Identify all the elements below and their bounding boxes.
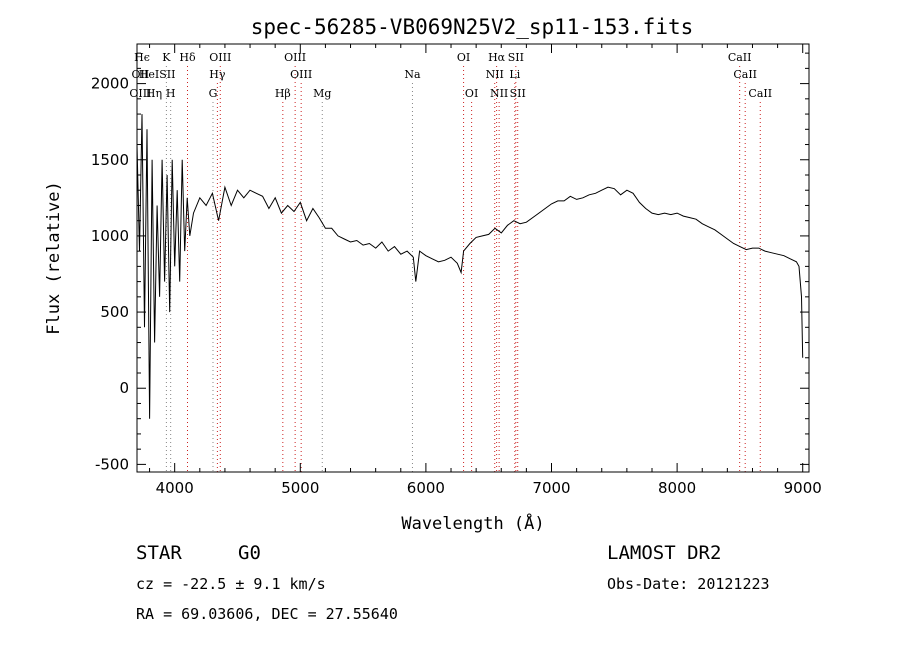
line-marker-label: NII	[486, 68, 504, 81]
x-tick-label: 4000	[156, 479, 194, 497]
line-marker-label: Mg	[313, 87, 331, 100]
spectrum-line	[136, 114, 804, 419]
survey-name: LAMOST DR2	[607, 542, 721, 564]
line-marker-label: OI	[457, 51, 470, 64]
line-marker-label: H	[166, 87, 176, 100]
line-marker-label: OII	[132, 68, 150, 81]
observation-date: Obs-Date: 20121223	[607, 575, 770, 593]
line-marker-label: OIII	[129, 87, 151, 100]
sky-coordinates: RA = 69.03606, DEC = 27.55640	[136, 605, 398, 623]
y-tick-label: 1500	[91, 151, 129, 169]
line-marker-label: CaII	[733, 68, 757, 81]
line-marker-label: HeISII	[139, 68, 176, 81]
y-tick-label: 0	[119, 379, 129, 397]
line-marker-label: CaII	[728, 51, 752, 64]
line-marker-label: Hδ	[179, 51, 196, 64]
line-marker-label: NII	[490, 87, 508, 100]
line-marker-label: Na	[404, 68, 421, 81]
line-marker-label: OIII	[284, 51, 306, 64]
line-marker-label: SII	[508, 51, 524, 64]
line-marker-label: Hβ	[275, 87, 291, 100]
line-marker-label: Hη	[146, 87, 162, 100]
line-marker-label: OIII	[290, 68, 312, 81]
y-tick-label: 1000	[91, 227, 129, 245]
line-markers	[165, 66, 761, 472]
line-marker-label: OI	[465, 87, 478, 100]
line-marker-label: OIII	[209, 51, 231, 64]
x-tick-label: 9000	[784, 479, 822, 497]
y-axis-label: Flux (relative)	[44, 181, 64, 335]
line-marker-label: Hγ	[209, 68, 226, 81]
x-tick-label: 8000	[658, 479, 696, 497]
y-axis-ticks: -500 0 500 1000 1500 2000	[91, 52, 809, 473]
line-marker-label: CaII	[748, 87, 772, 100]
y-tick-label: 2000	[91, 75, 129, 93]
x-axis-label: Wavelength (Å)	[401, 512, 544, 534]
chart-title: spec-56285-VB069N25V2_sp11-153.fits	[251, 15, 694, 39]
plot-frame	[136, 43, 810, 473]
y-tick-label: -500	[95, 455, 129, 473]
x-axis-ticks: 4000 5000 6000 7000 8000 9000	[149, 44, 822, 497]
redshift-cz: cz = -22.5 ± 9.1 km/s	[136, 575, 326, 593]
y-tick-label: 500	[100, 303, 129, 321]
object-class: STAR	[136, 542, 182, 564]
x-tick-label: 7000	[532, 479, 570, 497]
line-marker-label: Hα	[488, 51, 506, 64]
x-tick-label: 5000	[281, 479, 319, 497]
line-marker-label: SII	[510, 87, 526, 100]
object-subclass: G0	[238, 542, 261, 564]
line-marker-label: G	[209, 87, 218, 100]
line-marker-label: Hϵ	[134, 51, 150, 64]
line-marker-label: Li	[509, 68, 520, 81]
x-tick-label: 6000	[407, 479, 445, 497]
line-marker-label: K	[162, 51, 171, 64]
